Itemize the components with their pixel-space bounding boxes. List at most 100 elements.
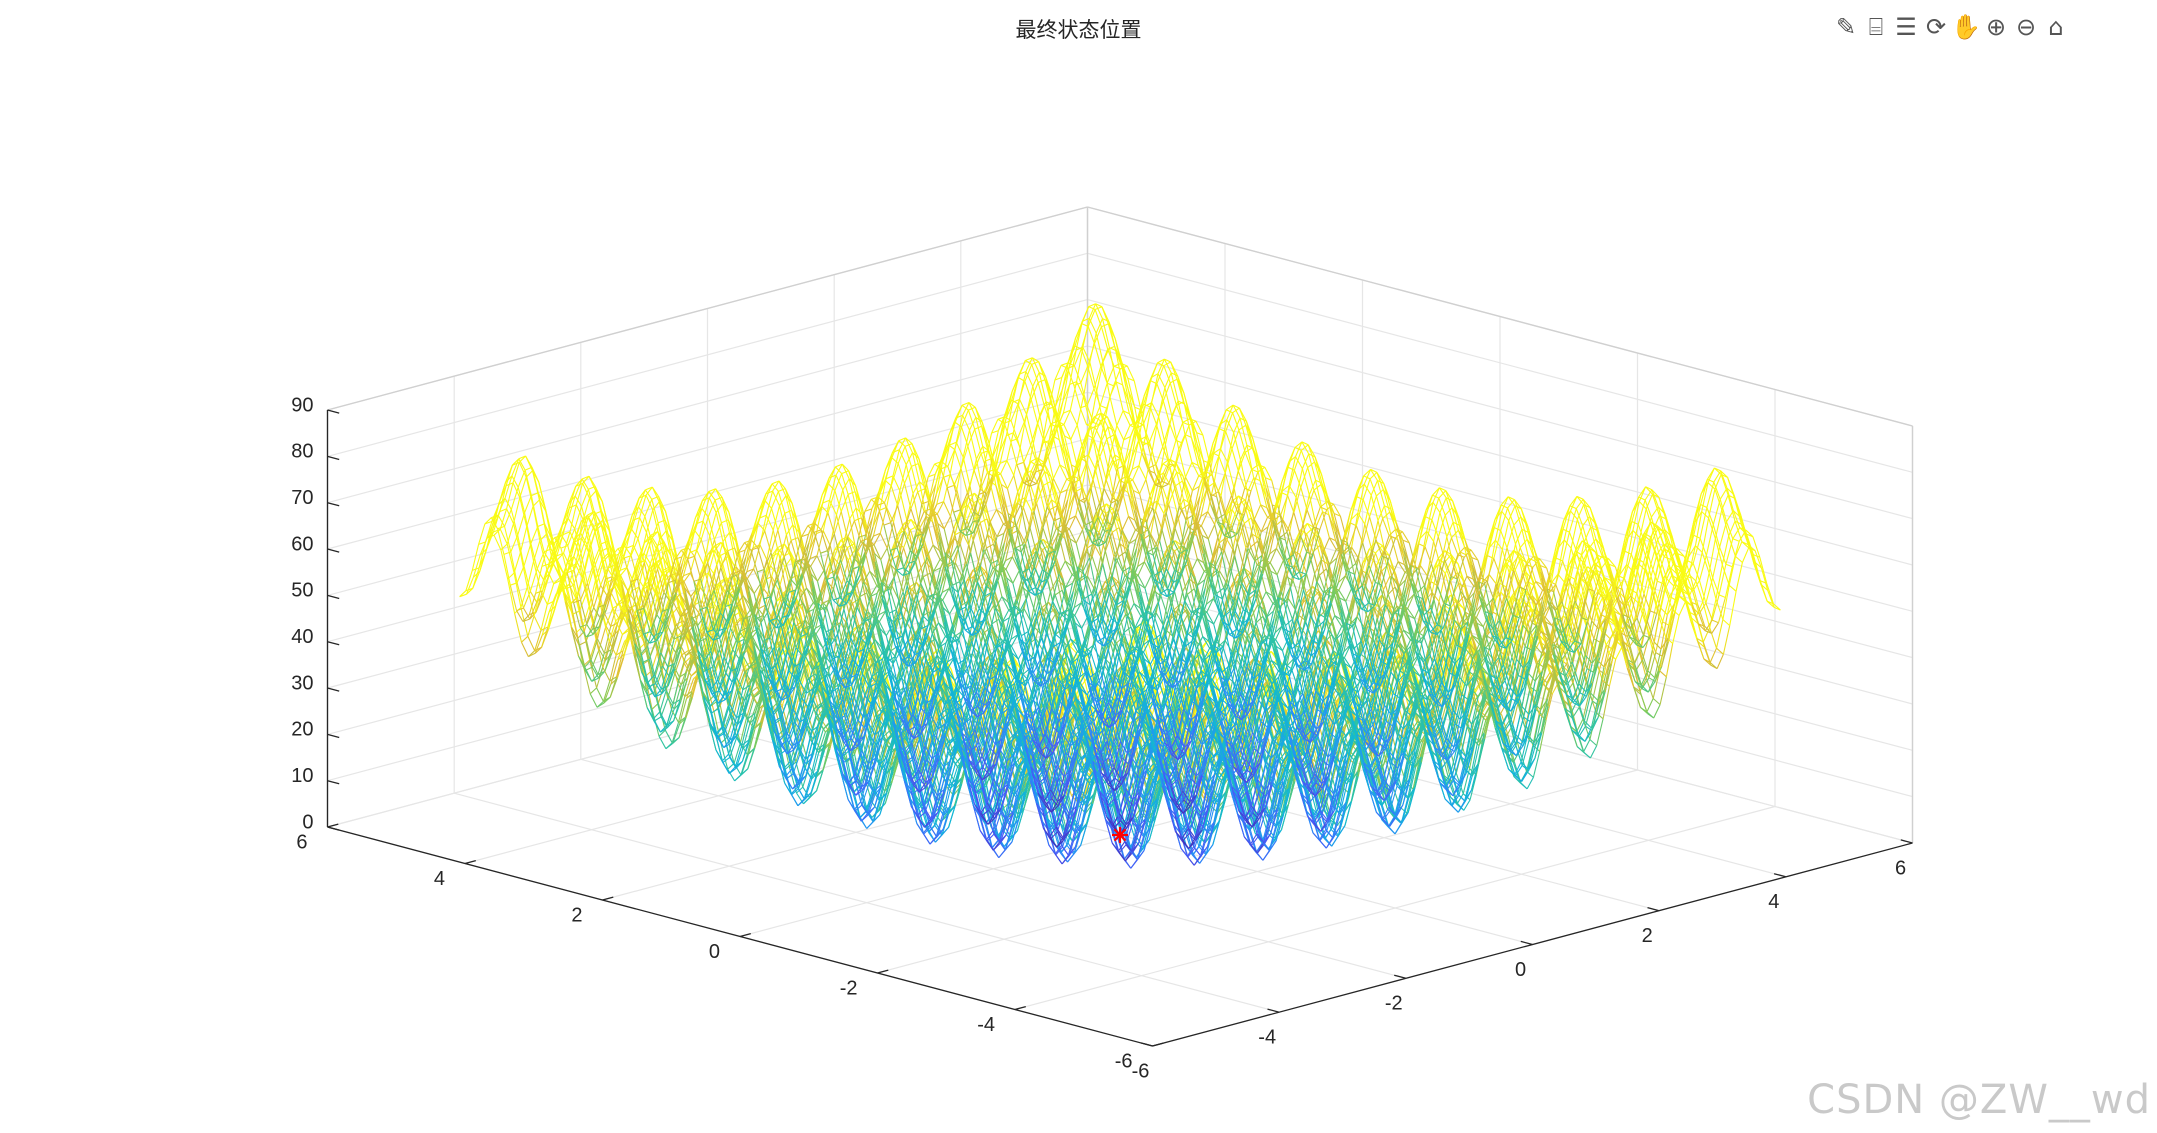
mesh-line: [594, 486, 603, 512]
mesh-line: [770, 508, 779, 531]
mesh-line: [667, 663, 676, 686]
mesh-line: [610, 659, 619, 685]
mesh-line: [683, 572, 691, 577]
mesh-line: [644, 489, 653, 500]
mesh-line: [522, 618, 530, 623]
mesh-line: [675, 563, 683, 593]
mesh-line: [523, 607, 531, 620]
mesh-line: [616, 597, 624, 606]
mesh-line: [659, 690, 667, 712]
mesh-line: [636, 586, 644, 605]
mesh-line: [641, 672, 649, 683]
box-edge: [1087, 206, 1913, 427]
mesh-line: [613, 574, 621, 579]
mesh-line: [677, 606, 686, 635]
mesh-line: [626, 590, 635, 620]
mesh-line: [679, 677, 688, 703]
mesh-line: [667, 663, 675, 668]
mesh-line: [638, 560, 646, 588]
mesh-line: [518, 462, 527, 478]
mesh-line: [673, 593, 681, 603]
mesh-line: [648, 659, 657, 684]
mesh-line: [678, 717, 686, 738]
mesh-line: [526, 526, 535, 562]
mesh-line: [663, 541, 671, 567]
mesh-line: [560, 518, 569, 536]
mesh-line: [680, 665, 689, 685]
mesh-line: [652, 561, 661, 597]
grid-line: [1014, 805, 1776, 1011]
mesh-line: [610, 604, 618, 627]
mesh-line: [590, 582, 598, 611]
mesh-line: [668, 580, 677, 610]
mesh-line: [553, 580, 562, 602]
mesh-line: [647, 674, 655, 683]
mesh-line: [527, 636, 536, 651]
mesh-line: [537, 492, 546, 508]
mesh-line: [684, 634, 693, 646]
mesh-line: [579, 600, 588, 625]
mesh-line: [594, 510, 602, 515]
mesh-line: [883, 522, 891, 526]
grid-line: [1087, 252, 1913, 473]
mesh-line: [646, 690, 655, 719]
mesh-line: [560, 562, 568, 581]
mesh-line: [524, 512, 532, 544]
mesh-line: [541, 626, 549, 648]
mesh-line: [679, 608, 688, 618]
mesh-line: [506, 543, 515, 574]
mesh-line: [596, 582, 605, 613]
mesh-line: [523, 565, 531, 592]
mesh-line: [472, 567, 480, 589]
pan-icon[interactable]: ✋: [1951, 12, 1981, 42]
mesh-line: [660, 698, 669, 718]
mesh-line: [512, 461, 520, 466]
mesh-line: [600, 543, 608, 569]
mesh-line: [589, 548, 598, 584]
mesh-line: [599, 547, 608, 553]
mesh-line: [605, 576, 613, 580]
mesh-line: [847, 491, 856, 495]
mesh-line: [503, 526, 512, 553]
mesh-line: [643, 552, 651, 564]
rotate-3d-icon[interactable]: ⟳: [1922, 12, 1950, 42]
mesh-line: [587, 489, 596, 515]
zoom-in-icon[interactable]: ⊕: [1982, 12, 2010, 42]
mesh-line: [879, 507, 888, 534]
mesh-line: [647, 645, 656, 675]
legend-icon[interactable]: ☰: [1892, 12, 1920, 42]
mesh-line: [568, 485, 577, 504]
mesh-line: [593, 560, 602, 586]
mesh-line: [528, 650, 536, 658]
mesh-line: [633, 611, 642, 620]
mesh-line: [897, 505, 905, 532]
mesh-line: [603, 611, 612, 627]
zoom-out-icon[interactable]: ⊖: [2012, 12, 2040, 42]
mesh-line: [651, 552, 659, 575]
mesh-line: [668, 624, 677, 643]
mesh-line: [651, 499, 659, 524]
mesh-line: [580, 553, 588, 584]
data-tips-icon[interactable]: ⌸: [1862, 12, 1890, 42]
brush-icon[interactable]: ✎: [1832, 12, 1860, 42]
mesh-line: [679, 672, 687, 678]
mesh-line: [575, 482, 583, 487]
mesh-line: [590, 638, 599, 661]
mesh-line: [680, 612, 688, 618]
mesh-line: [770, 491, 779, 509]
mesh-line: [574, 495, 583, 507]
mesh-line: [665, 742, 673, 750]
mesh-line: [575, 577, 583, 599]
mesh-line: [571, 626, 579, 639]
mesh-line: [645, 509, 654, 533]
mesh-line: [622, 627, 630, 635]
mesh-line: [484, 517, 492, 525]
home-icon[interactable]: ⌂: [2042, 12, 2070, 42]
mesh-line: [630, 555, 639, 580]
mesh-line: [822, 530, 831, 546]
mesh-line: [658, 496, 666, 521]
mesh-line: [790, 537, 799, 541]
mesh-line: [637, 516, 646, 539]
mesh-line: [512, 458, 520, 466]
